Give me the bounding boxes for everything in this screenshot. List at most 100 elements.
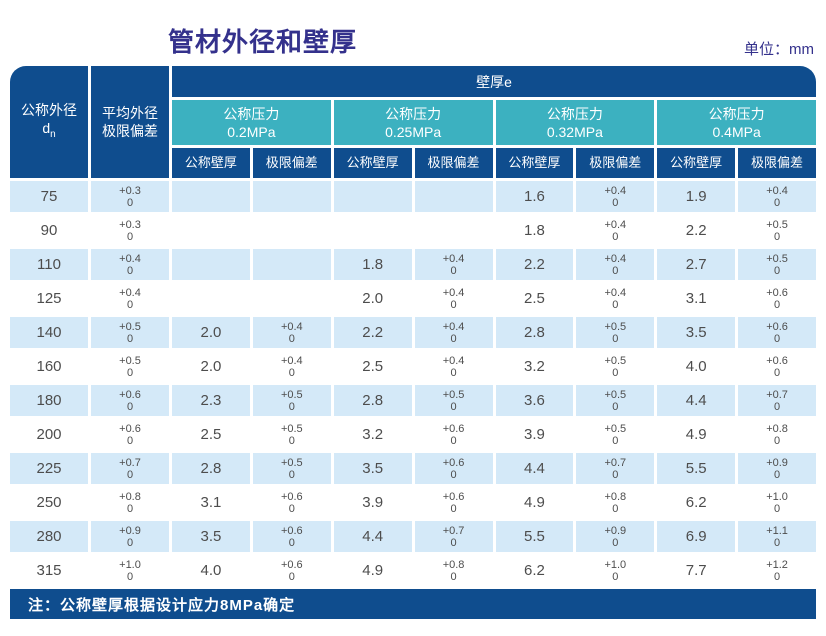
avg-od-deviation-cell: +1.0 0 [119,558,141,583]
deviation-cell-0.25mpa [415,215,493,246]
avg-od-deviation-cell: +0.9 0 [91,521,169,552]
wall-cell-0.32mpa: 6.2 [524,562,545,579]
avg-od-deviation-cell: +0.3 0 [119,218,141,243]
wall-cell-0.25mpa: 2.2 [333,317,412,348]
subheader-nominal-wall: 公称壁厚 [172,148,250,178]
wall-cell-0.2mpa: 3.1 [200,494,222,511]
wall-cell-0.4mpa: 6.9 [657,521,736,552]
deviation-cell-0.2mpa: +0.6 0 [252,521,331,552]
wall-cell-0.4mpa: 2.7 [657,249,736,280]
table-row: 75 +0.3 0 1.6 +0.4 0 1.9 +0.4 0 [10,181,816,212]
avg-od-deviation-cell: +0.4 0 [91,249,169,280]
deviation-cell-0.4mpa: +0.6 0 [766,286,788,311]
dn-cell: 250 [36,494,62,511]
wall-cell-0.25mpa: 3.9 [362,494,384,511]
wall-cell-0.25mpa: 3.2 [362,426,384,443]
deviation-cell-0.25mpa: +0.4 0 [414,317,493,348]
subheader-nominal-wall: 公称壁厚 [657,148,736,178]
deviation-cell-0.32mpa: +0.5 0 [604,422,627,447]
deviation-cell-0.25mpa: +0.5 0 [414,385,493,416]
deviation-cell-0.2mpa [253,283,331,314]
note-bar: 注：公称壁厚根据设计应力8MPa确定 [10,589,816,619]
wall-cell-0.4mpa: 2.2 [685,222,707,239]
wall-cell-0.2mpa: 4.0 [200,562,222,579]
avg-od-deviation-cell: +0.6 0 [91,385,169,416]
subheader-nominal-wall: 公称壁厚 [333,148,412,178]
deviation-cell-0.25mpa: +0.8 0 [442,558,465,583]
wall-cell-0.25mpa: 4.4 [333,521,412,552]
dn-cell: 180 [10,385,88,416]
deviation-cell-0.4mpa: +1.2 0 [766,558,788,583]
wall-cell-0.2mpa: 2.5 [200,426,222,443]
wall-cell-0.2mpa: 2.8 [172,453,250,484]
subheader-limit-deviation: 极限偏差 [738,148,816,178]
header-dn-label: 公称外径 [21,101,77,118]
deviation-cell-0.4mpa: +0.8 0 [766,422,788,447]
wall-cell-0.32mpa: 3.9 [524,426,545,443]
deviation-cell-0.25mpa: +0.4 0 [442,354,465,379]
deviation-cell-0.32mpa: +0.4 0 [576,249,655,280]
deviation-cell-0.4mpa: +0.5 0 [766,218,788,243]
deviation-cell-0.25mpa: +0.6 0 [442,490,465,515]
wall-cell-0.25mpa: 4.9 [362,562,384,579]
avg-od-deviation-cell: +0.5 0 [119,354,141,379]
table-header: 公称外径 dn 平均外径 极限偏差 壁厚e 公称压力 0.2MPa 公称压力 0… [10,66,816,178]
table-row: 200 +0.6 0 2.5 +0.5 0 3.2 +0.6 0 3.9 +0.5 0 … [10,419,816,450]
deviation-cell-0.25mpa: +0.4 0 [442,286,465,311]
deviation-cell-0.2mpa: +0.4 0 [280,354,303,379]
wall-cell-0.2mpa: 2.0 [200,358,222,375]
deviation-cell-0.25mpa: +0.6 0 [442,422,465,447]
dn-cell: 90 [40,222,58,239]
deviation-cell-0.32mpa: +0.4 0 [576,181,655,212]
deviation-cell-0.25mpa [414,181,493,212]
deviation-cell-0.2mpa [253,215,331,246]
header-pressure-group-0.2mpa: 公称压力 0.2MPa [172,100,331,145]
avg-od-deviation-cell: +0.3 0 [91,181,169,212]
wall-cell-0.32mpa: 2.5 [524,290,545,307]
wall-cell-0.25mpa: 3.5 [333,453,412,484]
deviation-cell-0.32mpa: +1.0 0 [604,558,627,583]
wall-cell-0.25mpa [334,215,412,246]
wall-cell-0.25mpa [333,181,412,212]
deviation-cell-0.32mpa: +0.5 0 [576,317,655,348]
deviation-cell-0.32mpa: +0.9 0 [576,521,655,552]
deviation-cell-0.4mpa: +0.6 0 [738,317,816,348]
avg-od-deviation-cell: +0.4 0 [119,286,141,311]
wall-cell-0.32mpa: 2.2 [495,249,574,280]
note-text: 注：公称壁厚根据设计应力8MPa确定 [28,596,296,614]
deviation-cell-0.4mpa: +0.4 0 [738,181,816,212]
wall-cell-0.25mpa: 2.8 [333,385,412,416]
table-body: 75 +0.3 0 1.6 +0.4 0 1.9 +0.4 0 90 +0.3 0 [10,181,816,586]
avg-od-deviation-cell: +0.8 0 [119,490,141,515]
wall-cell-0.2mpa: 2.0 [172,317,250,348]
wall-cell-0.2mpa: 2.3 [172,385,250,416]
header-pressure-group-0.32mpa: 公称压力 0.32MPa [495,100,655,145]
wall-cell-0.25mpa: 2.5 [362,358,384,375]
wall-cell-0.2mpa [172,215,250,246]
wall-cell-0.4mpa: 4.0 [685,358,707,375]
wall-cell-0.2mpa [172,181,250,212]
subheader-limit-deviation: 极限偏差 [252,148,331,178]
wall-cell-0.25mpa: 2.0 [362,290,384,307]
wall-cell-0.4mpa: 3.1 [685,290,707,307]
dn-cell: 125 [36,290,62,307]
deviation-cell-0.2mpa [252,181,331,212]
subheader-limit-deviation: 极限偏差 [576,148,655,178]
dn-cell: 315 [36,562,62,579]
wall-cell-0.32mpa: 1.8 [524,222,545,239]
header-nominal-outer-diameter: 公称外径 dn [10,66,88,178]
wall-cell-0.4mpa: 3.5 [657,317,736,348]
wall-cell-0.4mpa: 4.9 [685,426,707,443]
dn-cell: 110 [10,249,88,280]
header-average-od-deviation: 平均外径 极限偏差 [91,66,169,178]
subheader-limit-deviation: 极限偏差 [414,148,493,178]
deviation-cell-0.32mpa: +0.4 0 [604,286,627,311]
table-row: 250 +0.8 0 3.1 +0.6 0 3.9 +0.6 0 4.9 +0.8 0 … [10,487,816,518]
header-pressure-group-0.4mpa: 公称压力 0.4MPa [657,100,816,145]
deviation-cell-0.2mpa [252,249,331,280]
wall-cell-0.4mpa: 1.9 [657,181,736,212]
table-row: 125 +0.4 0 2.0 +0.4 0 2.5 +0.4 0 3.1 +0.6 0 [10,283,816,314]
deviation-cell-0.4mpa: +1.1 0 [738,521,816,552]
deviation-cell-0.4mpa: +0.9 0 [738,453,816,484]
table-row: 225 +0.7 0 2.8 +0.5 0 3.5 +0.6 0 4.4 +0.7 0 … [10,453,816,484]
